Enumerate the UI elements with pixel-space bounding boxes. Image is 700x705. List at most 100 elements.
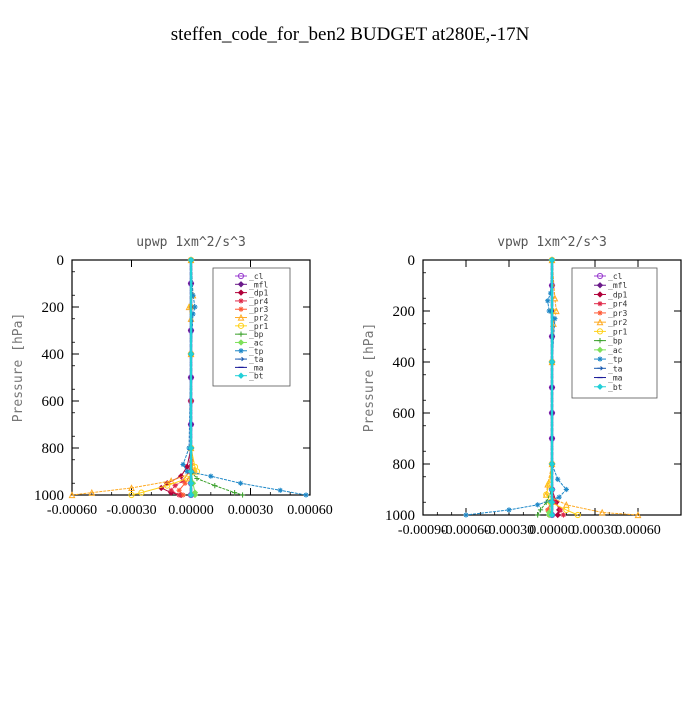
y-tick-label: 1000: [34, 488, 64, 504]
x-tick-label: 0.00060: [615, 523, 661, 538]
data-point: [187, 256, 195, 264]
series-line: [71, 259, 196, 496]
data-point: [183, 475, 191, 482]
legend-swatch-marker: [237, 313, 245, 321]
x-tick-label: -0.00060: [47, 503, 97, 518]
y-tick-label: 0: [57, 253, 65, 269]
data-point: [232, 490, 238, 496]
data-point: [194, 475, 200, 482]
legend-entry: _cl: [594, 272, 623, 281]
data-point: [555, 476, 561, 482]
data-point: [128, 491, 135, 499]
data-point: [180, 478, 186, 484]
legend-label: _pr3: [608, 309, 627, 318]
legend-swatch-marker: [596, 328, 604, 335]
legend-entry: _pr2: [235, 314, 268, 323]
x-tick-label: 0.00030: [228, 503, 274, 518]
legend-label: _bp: [608, 337, 623, 346]
data-point: [548, 511, 556, 519]
legend-label: _mfl: [249, 280, 268, 289]
legend-label: _dp1: [608, 290, 627, 299]
legend-swatch-marker: [596, 346, 604, 354]
data-point: [551, 294, 559, 302]
data-point: [68, 491, 76, 499]
legend-label: _pr2: [608, 318, 627, 327]
data-point: [167, 477, 175, 484]
data-point: [548, 486, 556, 493]
legend-swatch-marker: [237, 372, 245, 379]
legend-label: _ac: [249, 338, 264, 347]
y-tick-label: 200: [393, 304, 416, 320]
data-point: [545, 507, 551, 513]
legend-label: _bp: [249, 330, 264, 339]
plot-area: [68, 256, 309, 499]
data-point: [187, 350, 195, 358]
data-point: [190, 311, 196, 317]
x-tick-label: 0.00000: [529, 523, 575, 538]
legend-label: _cl: [608, 272, 623, 281]
chart-panels: upwp 1xm^2/s^3 Pressure [hPa] -0.00060 -0.0…: [11, 235, 682, 538]
y-tick-label: 800: [42, 441, 65, 457]
chart-panel-1: upwp 1xm^2/s^3 Pressure [hPa] -0.00060 -0.0…: [11, 235, 333, 518]
x-tick-label: 0.00030: [572, 523, 618, 538]
x-tick-label: -0.00060: [441, 523, 491, 538]
legend-label: _ma: [249, 363, 264, 372]
data-point: [548, 460, 556, 468]
legend-label: _bt: [249, 372, 264, 381]
data-point: [184, 468, 190, 475]
chart-title: upwp 1xm^2/s^3: [136, 235, 246, 250]
legend-entry: _ma: [594, 374, 623, 383]
y-axis-label: Pressure [hPa]: [11, 313, 26, 423]
data-point: [190, 292, 196, 298]
data-point: [176, 487, 182, 493]
data-point: [548, 256, 556, 264]
legend-label: _ta: [608, 364, 623, 373]
legend-entry: _bt: [594, 383, 623, 392]
data-point: [277, 487, 283, 493]
legend-swatch-marker: [237, 322, 245, 329]
y-tick-label: 0: [408, 253, 416, 269]
data-point: [177, 473, 185, 480]
legend-label: _pr1: [249, 322, 268, 331]
legend-label: _ta: [249, 355, 264, 364]
legend-label: _pr3: [249, 305, 268, 314]
legend-entry: _ma: [235, 363, 264, 372]
data-point: [463, 512, 469, 518]
legend: _cl_mfl_dp1_pr4_pr3_pr2_pr1_bp_ac_tp_ta_…: [571, 267, 658, 399]
legend-label: _tp: [608, 355, 623, 364]
legend-entry: _dp1: [235, 289, 268, 298]
page-title: steffen_code_for_ben2 BUDGET at280E,-17N: [171, 24, 530, 45]
series-bt: [548, 256, 556, 519]
series-line: [160, 260, 192, 496]
legend-swatch-marker: [597, 356, 603, 362]
data-point: [180, 461, 186, 468]
chart-title: vpwp 1xm^2/s^3: [497, 235, 607, 250]
data-point: [537, 507, 544, 513]
data-point: [634, 511, 642, 519]
data-point: [187, 491, 195, 499]
data-point: [598, 508, 606, 516]
x-tick-label: 0.00060: [287, 503, 333, 518]
data-point: [128, 484, 135, 492]
legend-entry: _cl: [235, 272, 264, 281]
legend-entry: _mfl: [235, 280, 268, 289]
data-point: [554, 511, 561, 519]
data-point: [556, 494, 562, 500]
legend-swatch-marker: [596, 282, 604, 289]
legend-box: [571, 267, 658, 399]
legend-box: [212, 267, 291, 387]
data-point: [547, 290, 554, 296]
data-point: [303, 492, 309, 498]
series-line: [131, 260, 198, 496]
legend-swatch-marker: [238, 306, 244, 312]
legend-label: _bt: [608, 383, 623, 392]
data-point: [545, 298, 551, 304]
legend-entry: _ac: [235, 338, 264, 347]
legend-entry: _mfl: [594, 281, 627, 290]
data-point: [560, 512, 567, 518]
data-point: [138, 489, 145, 496]
y-tick-label: 400: [393, 355, 416, 371]
legend-entry: _ta: [235, 355, 264, 364]
